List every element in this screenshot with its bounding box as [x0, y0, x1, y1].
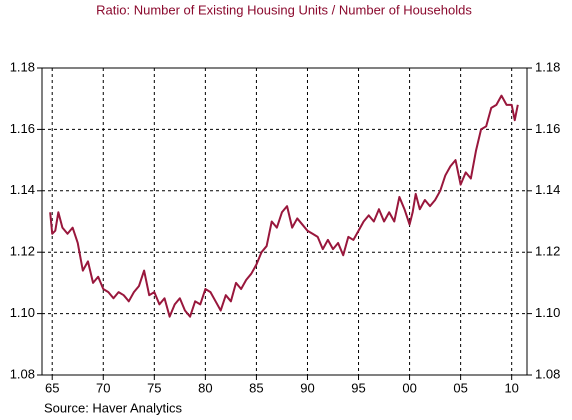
y-tick-label: 1.08: [10, 366, 35, 381]
source: Source: Haver Analytics: [44, 400, 183, 415]
x-tick-label: 10: [504, 380, 518, 395]
y-tick-label: 1.12: [10, 244, 35, 259]
chart-title: Ratio: Number of Existing Housing Units …: [96, 2, 472, 17]
data-line: [49, 94, 519, 318]
x-tick-label: 00: [402, 380, 416, 395]
x-tick-label: 05: [453, 380, 467, 395]
y-tick-label: 1.18: [10, 59, 35, 74]
y-tick-label: 1.10: [10, 305, 35, 320]
y2-tick-label: 1.16: [535, 121, 560, 136]
x-tick-label: 95: [351, 380, 365, 395]
x-tick-label: 90: [300, 380, 314, 395]
y2-tick-label: 1.18: [535, 59, 560, 74]
x-tick-label: 80: [198, 380, 212, 395]
plot-frame: [41, 67, 528, 376]
x-tick-label: 85: [249, 380, 263, 395]
x-tick-label: 70: [96, 380, 110, 395]
y2-tick-label: 1.10: [535, 305, 560, 320]
x-tick-label: 75: [147, 380, 161, 395]
x-tick-label: 65: [45, 380, 59, 395]
y-tick-label: 1.14: [10, 182, 35, 197]
y-tick-label: 1.16: [10, 121, 35, 136]
y2-tick-label: 1.14: [535, 182, 560, 197]
y2-tick-label: 1.12: [535, 244, 560, 259]
y2-tick-label: 1.08: [535, 366, 560, 381]
